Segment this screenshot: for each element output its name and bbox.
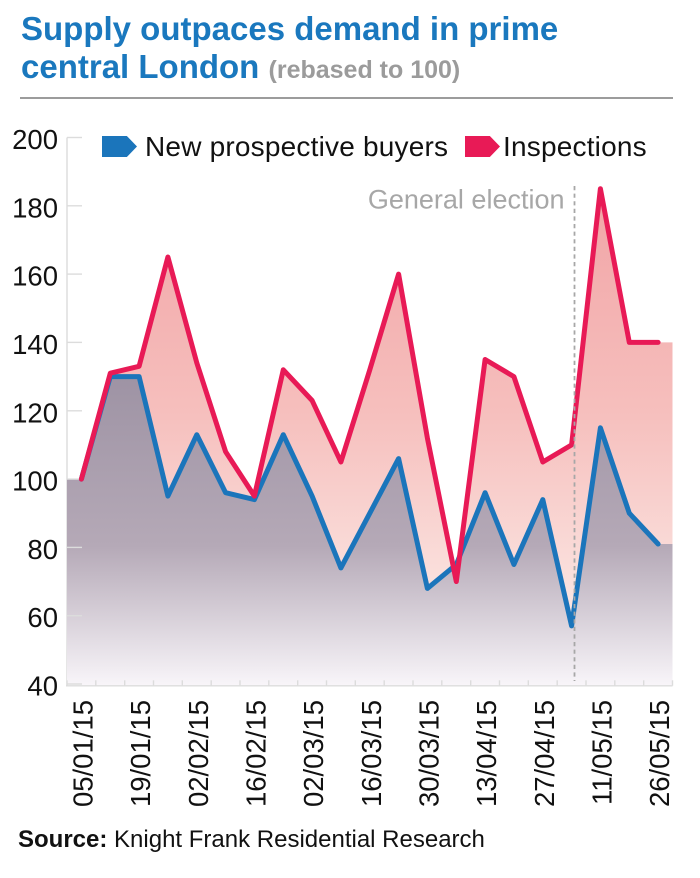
legend-marker-buyers-icon xyxy=(102,136,137,157)
buyers-line xyxy=(78,374,661,629)
chart-title-line1: Supply outpaces demand in prime xyxy=(21,10,559,47)
x-tick-label: 02/03/15 xyxy=(298,700,329,807)
inspections-line xyxy=(78,186,661,584)
y-tick-label: 160 xyxy=(12,261,58,292)
source-note: Source: Knight Frank Residential Researc… xyxy=(18,826,485,854)
y-tick-label: 140 xyxy=(12,329,58,360)
chart-subtitle: (rebased to 100) xyxy=(268,56,461,84)
x-tick-label: 02/02/15 xyxy=(183,700,214,807)
y-tick-label: 200 xyxy=(12,124,58,155)
title-rule xyxy=(20,97,673,100)
buyers-area xyxy=(67,376,673,685)
x-tick-label: 27/04/15 xyxy=(529,700,560,807)
y-tick-label: 80 xyxy=(27,534,58,565)
legend-label-buyers: New prospective buyers xyxy=(145,131,449,162)
x-tick-label: 13/04/15 xyxy=(471,700,502,807)
x-tick-label: 16/02/15 xyxy=(240,700,271,807)
x-tick-label: 05/01/15 xyxy=(67,700,98,807)
x-tick-label: 30/03/15 xyxy=(413,700,444,807)
y-tick-label: 100 xyxy=(12,466,58,497)
y-tick-label: 180 xyxy=(12,192,58,223)
source-text: Knight Frank Residential Research xyxy=(114,826,485,853)
chart-title-line2: central London xyxy=(21,48,260,85)
legend-marker-inspections-icon xyxy=(465,136,500,157)
x-tick-label: 16/03/15 xyxy=(356,700,387,807)
legend-label-inspections: Inspections xyxy=(503,131,647,162)
x-tick-label: 26/05/15 xyxy=(644,700,675,807)
election-label: General election xyxy=(368,185,565,215)
y-tick-label: 40 xyxy=(27,671,58,702)
x-tick-label: 11/05/15 xyxy=(586,700,617,805)
chart-title: Supply outpaces demand in prime central L… xyxy=(21,10,700,89)
source-label: Source: xyxy=(18,826,108,853)
y-tick-label: 120 xyxy=(12,397,58,428)
y-tick-label: 60 xyxy=(27,602,58,633)
x-tick-label: 19/01/15 xyxy=(125,700,156,807)
